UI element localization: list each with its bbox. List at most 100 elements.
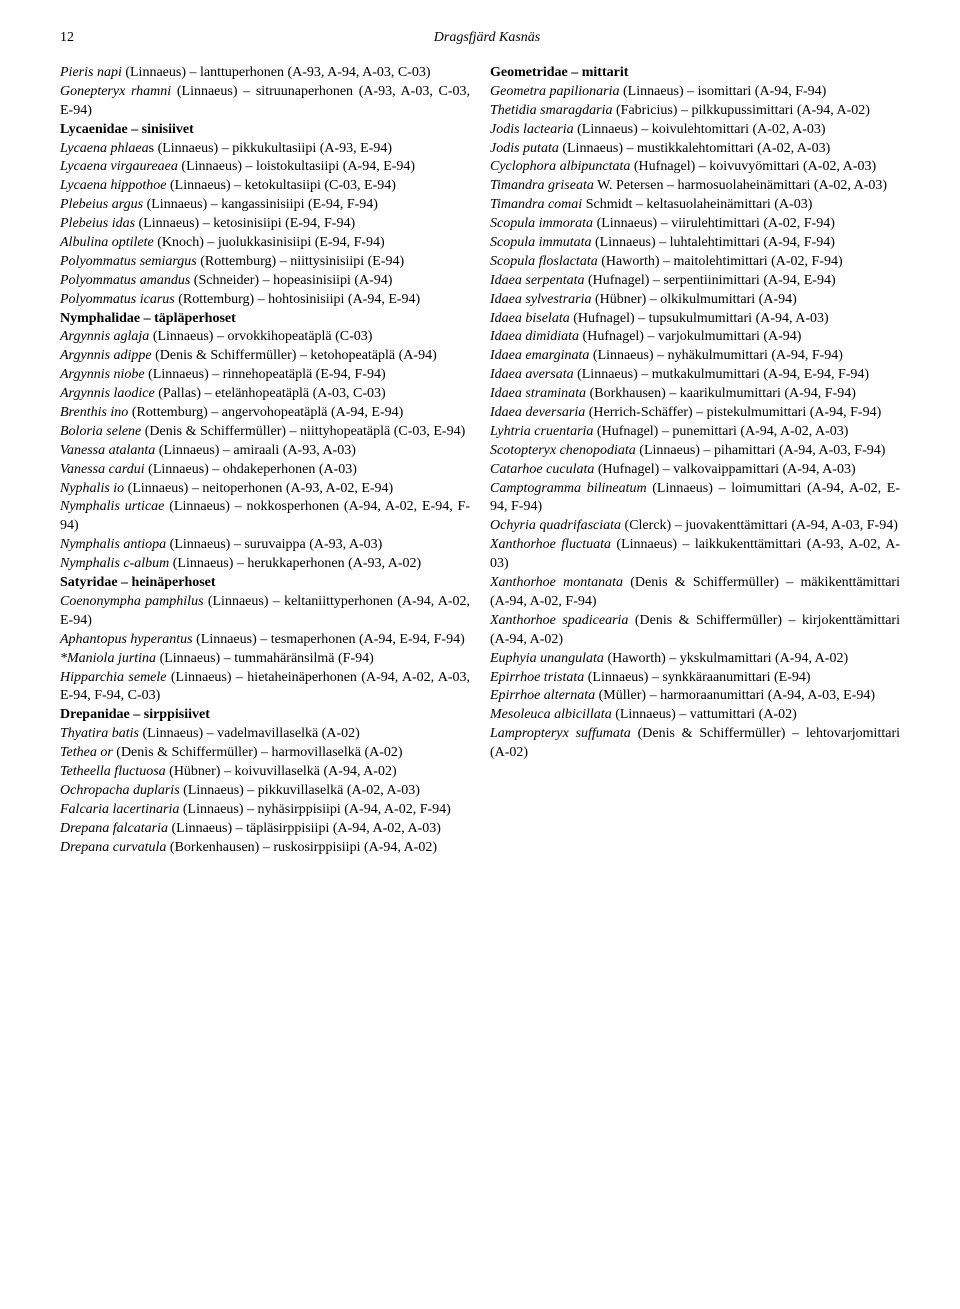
species-name: Brenthis ino	[60, 405, 128, 420]
species-entry: Geometra papilionaria (Linnaeus) – isomi…	[490, 83, 900, 102]
species-entry: Argynnis laodice (Pallas) – etelänhopeat…	[60, 385, 470, 404]
species-entry: Jodis putata (Linnaeus) – mustikkalehtom…	[490, 140, 900, 159]
species-name: Scopula immorata	[490, 216, 593, 231]
species-entry: Argynnis aglaja (Linnaeus) – orvokkihope…	[60, 328, 470, 347]
species-name: Jodis putata	[490, 141, 559, 156]
species-details: (Linnaeus) – tesmaperhonen (A-94, E-94, …	[193, 632, 465, 647]
species-details: (Linnaeus) – pihamittari (A-94, A-03, F-…	[636, 443, 886, 458]
species-details: (Linnaeus) – ketokultasiipi (C-03, E-94)	[167, 178, 396, 193]
species-name: Pieris napi	[60, 65, 122, 80]
species-name: Xanthorhoe spadicearia	[490, 613, 628, 628]
species-entry: Polyommatus semiargus (Rottemburg) – nii…	[60, 253, 470, 272]
species-name: Boloria selene	[60, 424, 141, 439]
species-name: Epirrhoe tristata	[490, 670, 584, 685]
species-entry: Cyclophora albipunctata (Hufnagel) – koi…	[490, 158, 900, 177]
species-entry: Tetheella fluctuosa (Hübner) – koivuvill…	[60, 763, 470, 782]
species-details: (Hufnagel) – tupsukulmumittari (A-94, A-…	[570, 311, 829, 326]
species-name: Idaea dimidiata	[490, 329, 579, 344]
species-details: (Denis & Schiffermüller) – harmovillasel…	[113, 745, 403, 760]
species-entry: Tethea or (Denis & Schiffermüller) – har…	[60, 744, 470, 763]
species-details: (Rottemburg) – hohtosinisiipi (A-94, E-9…	[175, 292, 421, 307]
species-entry: Scopula floslactata (Haworth) – maitoleh…	[490, 253, 900, 272]
species-details: (Fabricius) – pilkkupussimittari (A-94, …	[613, 103, 870, 118]
species-details: (Hübner) – koivuvillaselkä (A-94, A-02)	[166, 764, 397, 779]
species-entry: Lyhtria cruentaria (Hufnagel) – punemitt…	[490, 423, 900, 442]
species-name: Gonepteryx rhamni	[60, 84, 171, 99]
species-name: Tetheella fluctuosa	[60, 764, 166, 779]
species-details: (Denis & Schiffermüller) – ketohopeatäpl…	[152, 348, 437, 363]
species-name: Idaea sylvestraria	[490, 292, 591, 307]
species-entry: Epirrhoe alternata (Müller) – harmoraanu…	[490, 687, 900, 706]
species-entry: Falcaria lacertinaria (Linnaeus) – nyhäs…	[60, 801, 470, 820]
species-entry: Boloria selene (Denis & Schiffermüller) …	[60, 423, 470, 442]
species-name: Idaea emarginata	[490, 348, 589, 363]
species-name: Idaea straminata	[490, 386, 586, 401]
species-entry: Scotopteryx chenopodiata (Linnaeus) – pi…	[490, 442, 900, 461]
species-name: Geometra papilionaria	[490, 84, 620, 99]
species-name: Ochropacha duplaris	[60, 783, 180, 798]
species-details: (Linnaeus) – orvokkihopeatäplä (C-03)	[149, 329, 372, 344]
species-entry: Thyatira batis (Linnaeus) – vadelmavilla…	[60, 725, 470, 744]
species-name: Vanessa cardui	[60, 462, 145, 477]
species-name: Idaea aversata	[490, 367, 574, 382]
family-heading: Lycaenidae – sinisiivet	[60, 122, 194, 137]
species-details: (Linnaeus) – mutkakulmumittari (A-94, E-…	[574, 367, 870, 382]
species-entry: Lycaena virgaureaea (Linnaeus) – loistok…	[60, 158, 470, 177]
species-entry: Nymphalis c-album (Linnaeus) – herukkape…	[60, 555, 470, 574]
species-name: Hipparchia semele	[60, 670, 167, 685]
species-name: Camptogramma bilineatum	[490, 481, 647, 496]
species-entry: Catarhoe cuculata (Hufnagel) – valkovaip…	[490, 461, 900, 480]
species-entry: Lycaenidae – sinisiivet	[60, 121, 470, 140]
species-entry: Idaea serpentata (Hufnagel) – serpentiin…	[490, 272, 900, 291]
species-entry: Argynnis niobe (Linnaeus) – rinnehopeatä…	[60, 366, 470, 385]
species-name: Nymphalis antiopa	[60, 537, 166, 552]
species-name: Falcaria lacertinaria	[60, 802, 179, 817]
species-name: Polyommatus amandus	[60, 273, 190, 288]
species-details: (Linnaeus) – mustikkalehtomittari (A-02,…	[559, 141, 830, 156]
species-entry: Scopula immutata (Linnaeus) – luhtalehti…	[490, 234, 900, 253]
species-details: (Linnaeus) – isomittari (A-94, F-94)	[620, 84, 827, 99]
species-name: Tethea or	[60, 745, 113, 760]
species-details: (Rottemburg) – niittysinisiipi (E-94)	[197, 254, 404, 269]
species-details: (Linnaeus) – lanttuperhonen (A-93, A-94,…	[122, 65, 431, 80]
species-name: Nymphalis urticae	[60, 499, 164, 514]
species-entry: Idaea emarginata (Linnaeus) – nyhäkulmum…	[490, 347, 900, 366]
species-name: Albulina optilete	[60, 235, 154, 250]
species-details: (Denis & Schiffermüller) – niittyhopeatä…	[141, 424, 465, 439]
species-details: (Hufnagel) – koivuvyömittari (A-02, A-03…	[630, 159, 876, 174]
species-name: Idaea deversaria	[490, 405, 585, 420]
page-header: 12 Dragsfjärd Kasnäs	[60, 30, 900, 46]
species-entry: *Maniola jurtina (Linnaeus) – tummahärän…	[60, 650, 470, 669]
species-name: Thyatira batis	[60, 726, 139, 741]
species-entry: Mesoleuca albicillata (Linnaeus) – vattu…	[490, 706, 900, 725]
species-name: Lycaena virgaureaea	[60, 159, 178, 174]
species-details: (Clerck) – juovakenttämittari (A-94, A-0…	[621, 518, 898, 533]
species-entry: Pieris napi (Linnaeus) – lanttuperhonen …	[60, 64, 470, 83]
species-name: Drepana falcataria	[60, 821, 168, 836]
species-details: (Hübner) – olkikulmumittari (A-94)	[591, 292, 796, 307]
species-entry: Nymphalis urticae (Linnaeus) – nokkosper…	[60, 498, 470, 536]
species-details: (Pallas) – etelänhopeatäplä (A-03, C-03)	[155, 386, 386, 401]
species-entry: Idaea biselata (Hufnagel) – tupsukulmumi…	[490, 310, 900, 329]
species-entry: Xanthorhoe fluctuata (Linnaeus) – laikku…	[490, 536, 900, 574]
family-heading: Geometridae – mittarit	[490, 65, 628, 80]
species-entry: Plebeius idas (Linnaeus) – ketosinisiipi…	[60, 215, 470, 234]
family-heading: Satyridae – heinäperhoset	[60, 575, 216, 590]
species-name: Scopula immutata	[490, 235, 592, 250]
species-entry: Lampropteryx suffumata (Denis & Schiffer…	[490, 725, 900, 763]
species-entry: Ochyria quadrifasciata (Clerck) – juovak…	[490, 517, 900, 536]
page-number: 12	[60, 30, 74, 46]
species-details: (Borkenhausen) – ruskosirppisiipi (A-94,…	[166, 840, 437, 855]
species-name: Timandra comai	[490, 197, 582, 212]
species-details: (Linnaeus) – pikkuvillaselkä (A-02, A-03…	[180, 783, 420, 798]
species-name: Drepana curvatula	[60, 840, 166, 855]
species-name: Plebeius argus	[60, 197, 143, 212]
species-details: (Müller) – harmoraanumittari (A-94, A-03…	[595, 688, 875, 703]
species-entry: Geometridae – mittarit	[490, 64, 900, 83]
species-details: (Hufnagel) – varjokulmumittari (A-94)	[579, 329, 801, 344]
species-details: (Hufnagel) – serpentiinimittari (A-94, E…	[584, 273, 835, 288]
species-name: *Maniola jurtina	[60, 651, 156, 666]
species-entry: Aphantopus hyperantus (Linnaeus) – tesma…	[60, 631, 470, 650]
species-details: (Linnaeus) – vattumittari (A-02)	[612, 707, 797, 722]
species-entry: Drepana curvatula (Borkenhausen) – rusko…	[60, 839, 470, 858]
